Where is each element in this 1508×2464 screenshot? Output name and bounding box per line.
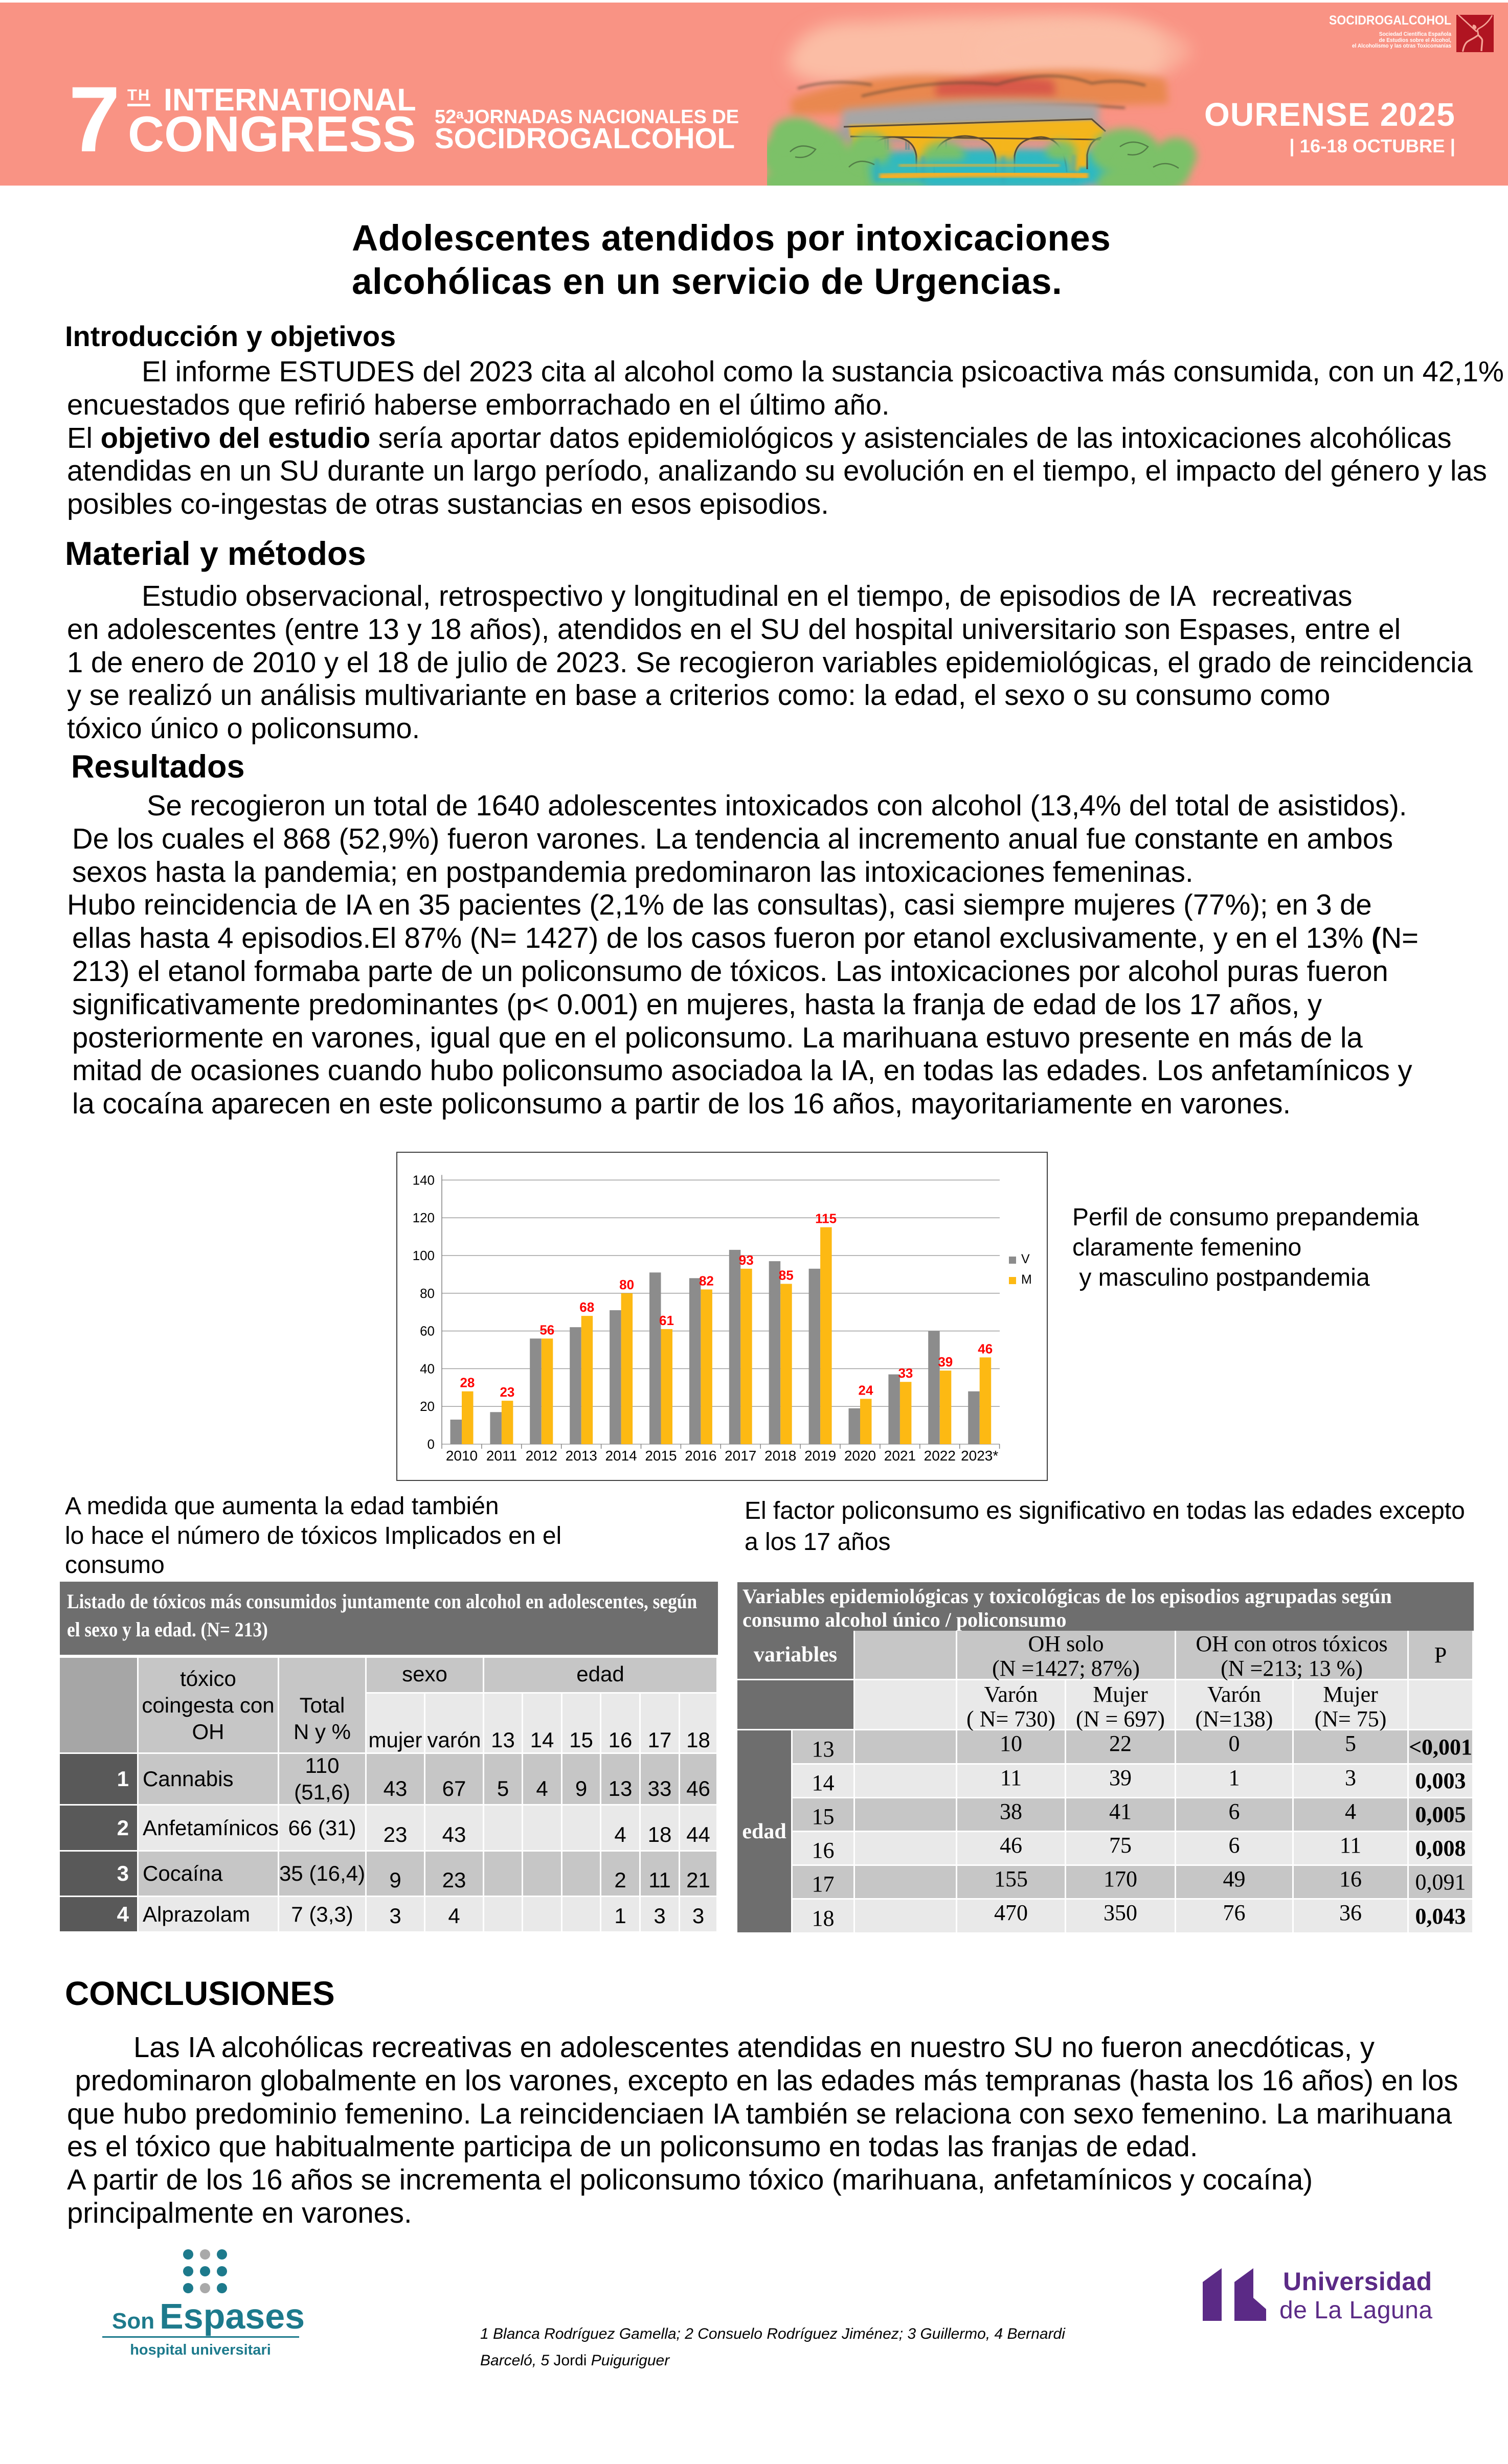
svg-text:56: 56 <box>539 1322 554 1337</box>
svg-text:100: 100 <box>413 1248 435 1263</box>
svg-text:82: 82 <box>699 1273 714 1288</box>
svg-text:2018: 2018 <box>764 1448 796 1464</box>
svg-text:93: 93 <box>739 1252 754 1268</box>
svg-text:2021: 2021 <box>884 1448 916 1464</box>
svg-text:M: M <box>1021 1272 1032 1287</box>
svg-text:40: 40 <box>420 1361 435 1376</box>
svg-text:Espases: Espases <box>160 2296 305 2336</box>
svg-text:140: 140 <box>413 1172 435 1188</box>
svg-text:hospital universitari: hospital universitari <box>130 2342 271 2358</box>
svg-text:2016: 2016 <box>685 1448 716 1464</box>
svg-text:V: V <box>1021 1252 1030 1266</box>
svg-text:2011: 2011 <box>486 1448 517 1464</box>
svg-text:46: 46 <box>978 1341 993 1356</box>
svg-text:28: 28 <box>460 1375 475 1390</box>
svg-text:2020: 2020 <box>844 1448 876 1464</box>
svg-text:2023*: 2023* <box>961 1448 998 1464</box>
svg-text:61: 61 <box>659 1313 674 1328</box>
svg-text:20: 20 <box>420 1399 435 1414</box>
svg-text:2012: 2012 <box>526 1448 557 1464</box>
svg-text:2017: 2017 <box>725 1448 756 1464</box>
svg-text:23: 23 <box>500 1384 514 1400</box>
svg-text:120: 120 <box>413 1210 435 1225</box>
svg-text:2019: 2019 <box>804 1448 836 1464</box>
svg-text:85: 85 <box>779 1267 794 1283</box>
svg-text:68: 68 <box>579 1299 594 1315</box>
svg-text:2010: 2010 <box>446 1448 478 1464</box>
svg-text:39: 39 <box>938 1354 953 1370</box>
svg-text:115: 115 <box>815 1211 837 1226</box>
svg-text:2015: 2015 <box>645 1448 677 1464</box>
svg-text:80: 80 <box>619 1277 634 1292</box>
svg-text:Son: Son <box>112 2309 154 2334</box>
svg-text:60: 60 <box>420 1324 435 1339</box>
svg-text:24: 24 <box>859 1382 873 1398</box>
svg-text:2014: 2014 <box>605 1448 637 1464</box>
svg-text:2022: 2022 <box>924 1448 956 1464</box>
svg-text:2013: 2013 <box>566 1448 597 1464</box>
svg-text:80: 80 <box>420 1286 435 1301</box>
svg-text:0: 0 <box>427 1436 435 1452</box>
svg-text:33: 33 <box>898 1365 913 1381</box>
